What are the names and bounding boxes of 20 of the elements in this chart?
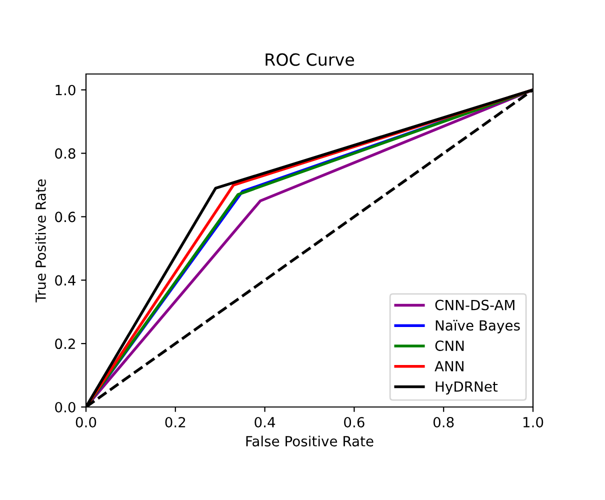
x-tick-label: 0.8 xyxy=(433,416,454,428)
legend-label: CNN-DS-AM xyxy=(435,300,514,310)
y-tick-label: 0.4 xyxy=(55,275,76,286)
y-tick-label: 0.0 xyxy=(55,402,76,412)
y-tick-label: 1.0 xyxy=(56,84,76,96)
x-tick-label: 1.0 xyxy=(523,416,544,428)
x-tick-label: 0.4 xyxy=(254,416,276,428)
y-tick-label: 0.6 xyxy=(55,212,76,222)
chart-title: ROC Curve xyxy=(266,53,354,66)
x-tick-label: 0.6 xyxy=(344,416,364,428)
y-tick-label: 0.2 xyxy=(55,338,75,350)
y-axis-title: True Positive Rate xyxy=(35,179,46,302)
x-axis-title: False Positive Rate xyxy=(246,436,374,446)
legend-label: HyDRNet xyxy=(436,381,498,394)
x-tick-label: 0.2 xyxy=(165,416,186,428)
y-tick-label: 0.8 xyxy=(55,148,76,159)
legend-label: CNN xyxy=(435,340,464,352)
legend-label: ANN xyxy=(434,361,464,372)
legend-label: Naïve Bayes xyxy=(436,320,520,334)
x-tick-label: 0.0 xyxy=(76,416,96,428)
